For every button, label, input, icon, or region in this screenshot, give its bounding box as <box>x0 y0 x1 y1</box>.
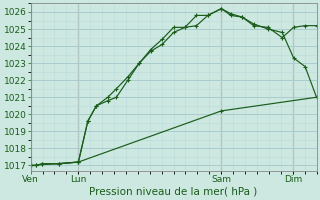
X-axis label: Pression niveau de la mer( hPa ): Pression niveau de la mer( hPa ) <box>90 187 258 197</box>
